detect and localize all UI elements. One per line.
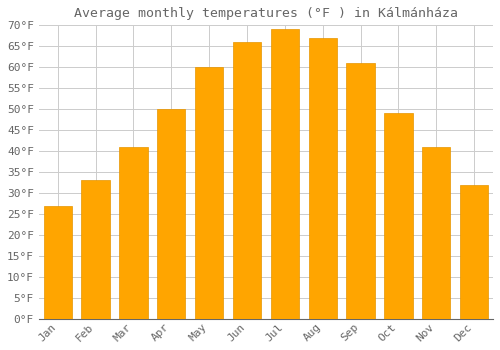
Bar bbox=[384, 113, 412, 319]
Bar bbox=[233, 42, 261, 319]
Bar bbox=[119, 147, 148, 319]
Title: Average monthly temperatures (°F ) in Kálmánháza: Average monthly temperatures (°F ) in Ká… bbox=[74, 7, 458, 20]
Bar bbox=[195, 67, 224, 319]
Bar bbox=[82, 181, 110, 319]
Bar bbox=[44, 206, 72, 319]
Bar bbox=[422, 147, 450, 319]
Bar bbox=[346, 63, 375, 319]
Bar bbox=[270, 29, 299, 319]
Bar bbox=[308, 38, 337, 319]
Bar bbox=[157, 109, 186, 319]
Bar bbox=[460, 185, 488, 319]
